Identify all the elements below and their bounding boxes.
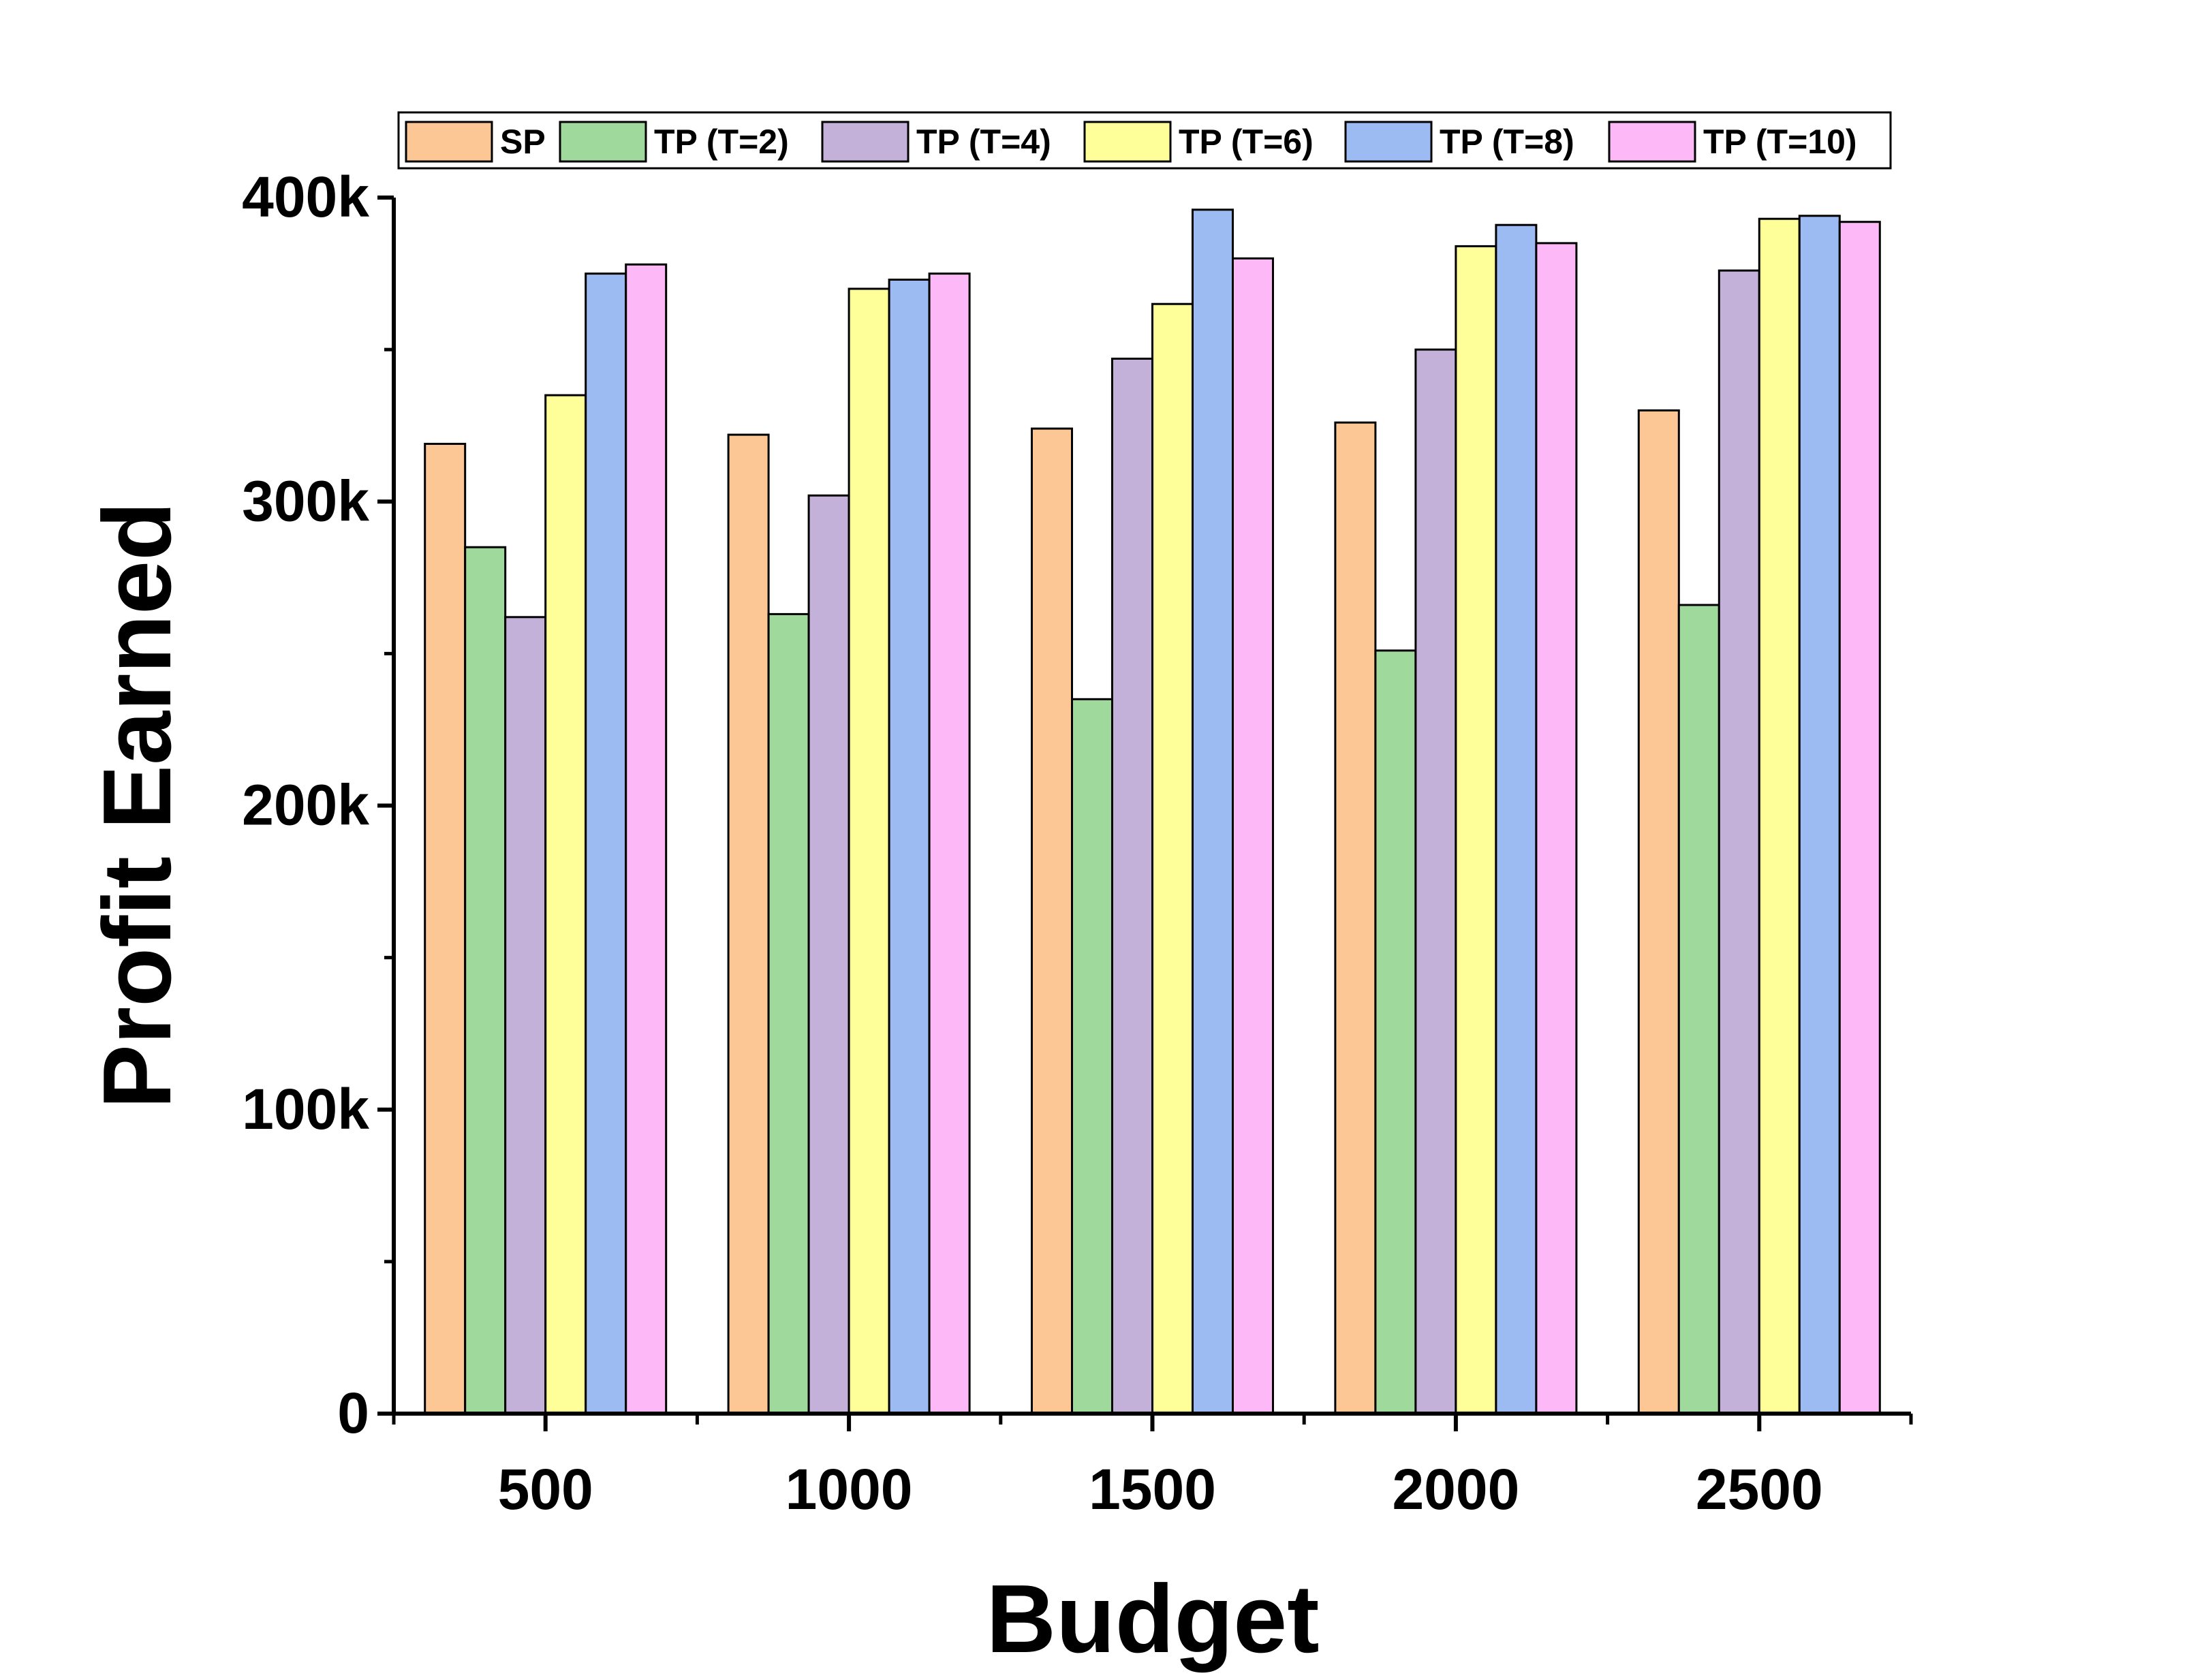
y-tick-label: 400k [242, 165, 369, 229]
bar-tp-t-8-2000 [1495, 223, 1538, 1415]
bar-sp-1000 [727, 433, 770, 1415]
bar-tp-t-10-1000 [928, 273, 971, 1415]
legend-swatch [405, 121, 493, 163]
bars-layer [424, 208, 1881, 1415]
legend-label: TP (T=4) [916, 123, 1051, 161]
bar-tp-t-2-1000 [767, 612, 810, 1415]
x-tick-label: 1500 [1089, 1457, 1216, 1521]
bar-tp-t-10-1500 [1232, 257, 1274, 1415]
bar-tp-t-4-2000 [1414, 348, 1457, 1415]
bar-tp-t-8-2500 [1798, 215, 1841, 1415]
bar-tp-t-6-2500 [1758, 217, 1801, 1415]
legend-swatch [559, 121, 647, 163]
y-tick-label: 300k [242, 469, 369, 533]
x-tick-label: 2500 [1696, 1457, 1823, 1521]
legend-label: TP (T=6) [1179, 123, 1314, 161]
legend-swatch [821, 121, 910, 163]
x-tick-label: 2000 [1392, 1457, 1519, 1521]
y-axis-title: Profit Earned [83, 501, 191, 1109]
x-tick-label: 1000 [786, 1457, 913, 1521]
bar-tp-t-8-1000 [888, 279, 931, 1415]
bar-sp-2500 [1637, 409, 1680, 1415]
bar-tp-t-10-500 [625, 263, 668, 1415]
bar-sp-2000 [1334, 421, 1377, 1415]
bar-tp-t-10-2500 [1838, 221, 1881, 1415]
legend-label: TP (T=8) [1440, 123, 1574, 161]
y-tick-label: 200k [242, 773, 369, 837]
y-tick-label: 0 [337, 1381, 369, 1445]
x-axis-title: Budget [986, 1565, 1319, 1673]
bar-sp-500 [424, 443, 467, 1415]
legend-swatch [1344, 121, 1433, 163]
bar-tp-t-6-500 [544, 394, 587, 1415]
bar-tp-t-4-1500 [1111, 358, 1153, 1415]
y-tick-label: 100k [242, 1077, 369, 1141]
bar-tp-t-10-2000 [1535, 242, 1578, 1415]
bar-tp-t-2-500 [464, 546, 507, 1415]
legend-label: TP (T=2) [654, 123, 789, 161]
bar-tp-t-4-1000 [807, 494, 850, 1415]
bar-sp-1500 [1031, 427, 1073, 1415]
bar-tp-t-2-1500 [1071, 698, 1113, 1415]
legend-label: SP [500, 123, 546, 161]
ticks-layer: 0 100k 200k 300k 400k 500 1000 1500 2000 2500 [242, 165, 1913, 1521]
x-tick-label: 500 [498, 1457, 593, 1521]
bar-tp-t-2-2500 [1677, 604, 1720, 1415]
legend-swatch [1083, 121, 1172, 163]
bar-tp-t-4-2500 [1718, 269, 1760, 1415]
bar-tp-t-6-1500 [1151, 302, 1194, 1415]
legend-swatch [1608, 121, 1696, 163]
bar-tp-t-6-2000 [1455, 245, 1497, 1415]
bar-tp-t-2-2000 [1374, 649, 1417, 1415]
bar-tp-t-6-1000 [848, 287, 890, 1415]
bar-tp-t-4-500 [504, 616, 547, 1415]
legend-label: TP (T=10) [1703, 123, 1857, 161]
legend: SP TP (T=2) TP (T=4) TP (T=6) TP (T=8) TP (T=… [397, 111, 1892, 170]
bar-tp-t-8-500 [585, 273, 627, 1415]
bar-tp-t-8-1500 [1192, 208, 1234, 1415]
